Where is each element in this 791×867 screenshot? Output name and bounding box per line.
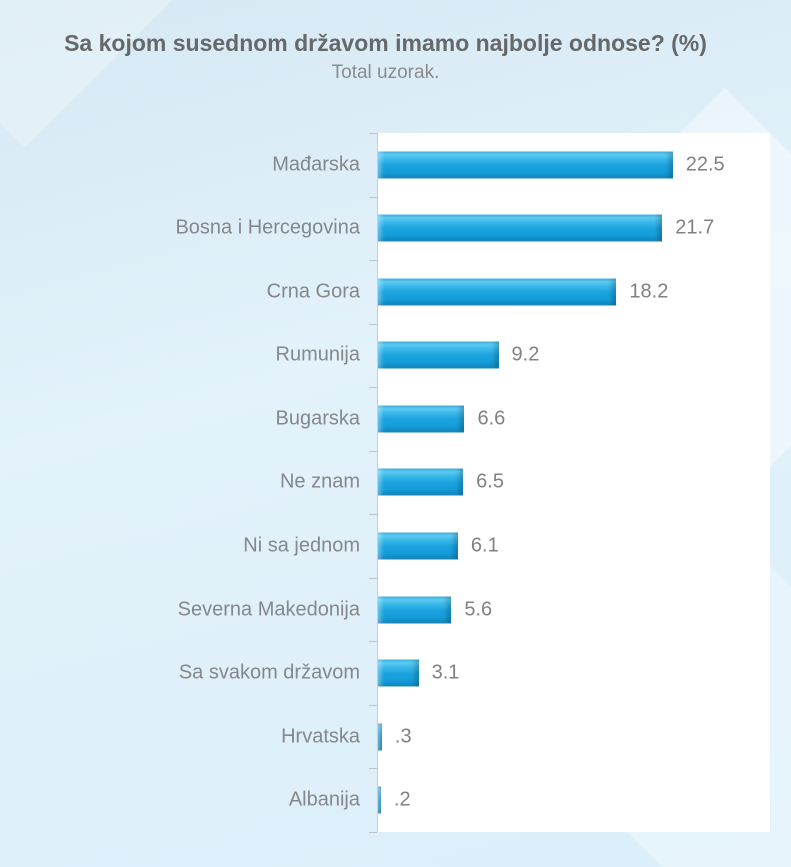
value-label: 6.6 xyxy=(477,407,506,430)
value-label: .3 xyxy=(394,725,412,748)
category-label: Ne znam xyxy=(279,470,360,493)
axis-tick xyxy=(369,641,377,642)
chart-title: Sa kojom susednom državom imamo najbolje… xyxy=(64,30,707,56)
value-label: 18.2 xyxy=(629,280,669,303)
category-label: Sa svakom državom xyxy=(178,661,360,684)
bar xyxy=(378,405,465,433)
value-label: 21.7 xyxy=(675,216,715,239)
chart-row: Crna Gora 18.2 xyxy=(0,260,791,324)
axis-tick xyxy=(369,260,377,261)
chart-row: Hrvatska .3 xyxy=(0,705,791,769)
chart-row: Rumunija 9.2 xyxy=(0,324,791,388)
category-label: Rumunija xyxy=(275,343,360,366)
chart-row: Bosna i Hercegovina 21.7 xyxy=(0,197,791,261)
chart-row: Severna Makedonija 5.6 xyxy=(0,578,791,642)
bar xyxy=(378,341,499,369)
bar xyxy=(378,532,458,560)
bar xyxy=(378,468,464,496)
axis-tick xyxy=(369,133,377,134)
axis-tick xyxy=(369,514,377,515)
category-label: Mađarska xyxy=(272,153,360,176)
bar xyxy=(378,278,617,306)
chart-row: Bugarska 6.6 xyxy=(0,387,791,451)
category-label: Bosna i Hercegovina xyxy=(175,216,360,239)
bar xyxy=(378,786,381,814)
chart-row: Albanija .2 xyxy=(0,768,791,832)
chart-subtitle: Total uzorak. xyxy=(331,62,440,83)
chart-row: Mađarska 22.5 xyxy=(0,133,791,197)
axis-tick xyxy=(369,705,377,706)
axis-tick xyxy=(369,578,377,579)
chart-rows: Mađarska 22.5 Bosna i Hercegovina 21.7 Crna … xyxy=(0,133,791,832)
axis-ticks xyxy=(0,133,791,833)
value-label: 22.5 xyxy=(685,153,725,176)
value-label: 9.2 xyxy=(511,343,540,366)
category-label: Ni sa jednom xyxy=(243,534,360,557)
category-label: Severna Makedonija xyxy=(177,598,360,621)
value-label: 6.5 xyxy=(476,470,504,493)
axis-tick xyxy=(369,197,377,198)
axis-tick xyxy=(369,832,377,833)
bar xyxy=(378,596,452,624)
bar xyxy=(378,659,419,687)
category-label: Albanija xyxy=(288,788,360,811)
axis-tick xyxy=(369,768,377,769)
bar xyxy=(378,214,663,242)
category-label: Bugarska xyxy=(275,407,361,430)
value-label: 3.1 xyxy=(431,661,460,684)
chart-row: Ni sa jednom 6.1 xyxy=(0,514,791,578)
category-label: Crna Gora xyxy=(266,280,360,303)
chart-row: Ne znam 6.5 xyxy=(0,451,791,515)
axis-tick xyxy=(369,324,377,325)
bar xyxy=(378,723,382,751)
chart-row: Sa svakom državom 3.1 xyxy=(0,641,791,705)
axis-tick xyxy=(369,387,377,388)
axis-tick xyxy=(369,451,377,452)
value-label: 6.1 xyxy=(470,534,499,557)
category-label: Hrvatska xyxy=(281,725,360,748)
value-label: 5.6 xyxy=(464,598,493,621)
value-label: .2 xyxy=(394,788,411,811)
bar xyxy=(378,151,673,179)
